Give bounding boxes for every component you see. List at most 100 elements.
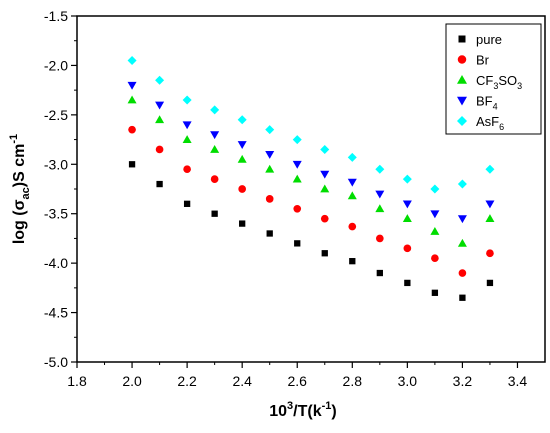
data-point-pure — [486, 279, 494, 287]
data-point-asf — [292, 135, 302, 145]
data-point-asf — [182, 95, 192, 105]
legend-label-br: Br — [476, 53, 490, 68]
data-point-pure — [266, 230, 273, 237]
data-point-br — [265, 195, 274, 203]
data-point-bf — [292, 160, 302, 169]
data-point-pure — [349, 258, 356, 265]
data-point-cf — [375, 204, 385, 213]
data-point-br — [293, 204, 302, 213]
data-point-pure — [294, 240, 301, 247]
data-point-bf — [265, 151, 275, 159]
data-point-pure — [156, 180, 163, 188]
data-point-asf — [485, 164, 495, 174]
y-tick-label: -4.5 — [44, 305, 68, 321]
data-point-pure — [376, 269, 383, 277]
data-point-bf — [347, 178, 357, 187]
axis-titles: 103/T(k-1) log (σac)S cm-1 — [8, 134, 337, 420]
data-point-cf — [182, 135, 192, 143]
data-point-pure — [459, 294, 466, 301]
data-point-br — [458, 269, 467, 277]
x-tick-label: 2.0 — [122, 373, 142, 389]
data-point-pure — [321, 250, 328, 257]
data-point-cf — [430, 227, 440, 235]
legend-label-pure: pure — [476, 32, 502, 47]
y-tick-label: -2.0 — [44, 57, 68, 73]
data-point-asf — [402, 174, 412, 184]
data-point-asf — [457, 179, 467, 189]
data-point-pure — [128, 161, 136, 168]
y-tick-label: -3.5 — [44, 206, 68, 222]
data-point-asf — [155, 75, 165, 85]
x-tick-label: 2.2 — [177, 373, 197, 389]
data-point-bf — [210, 131, 220, 140]
legend-label-asf: AsF6 — [476, 114, 504, 132]
legend-marker-asf — [457, 116, 467, 126]
y-axis-title: log (σac)S cm-1 — [8, 134, 32, 244]
x-tick-label: 2.8 — [343, 373, 363, 389]
legend-marker-cf — [457, 75, 467, 84]
data-point-cf — [292, 174, 302, 183]
data-point-bf — [457, 215, 467, 224]
data-point-pure — [211, 210, 218, 217]
data-point-cf — [485, 214, 495, 223]
data-point-cf — [320, 184, 330, 193]
data-points — [127, 55, 495, 301]
data-point-bf — [182, 121, 192, 130]
x-tick-label: 3.0 — [398, 373, 418, 389]
data-point-asf — [347, 152, 357, 162]
data-point-bf — [155, 101, 165, 110]
data-point-br — [183, 165, 191, 174]
data-point-bf — [402, 200, 412, 209]
legend-label-bf: BF4 — [476, 94, 498, 112]
data-point-cf — [265, 164, 275, 173]
data-point-br — [348, 222, 357, 231]
x-tick-label: 2.6 — [288, 373, 308, 389]
data-point-asf — [127, 55, 137, 65]
data-point-bf — [430, 210, 440, 219]
x-tick-label: 3.4 — [508, 373, 528, 389]
y-tick-label: -1.5 — [44, 8, 68, 24]
data-point-pure — [183, 200, 191, 207]
data-point-br — [210, 175, 219, 183]
data-point-cf — [347, 191, 357, 200]
data-point-cf — [155, 115, 165, 124]
legend-label-cf: CF3SO3 — [476, 73, 522, 91]
y-tick-label: -2.5 — [44, 107, 68, 123]
data-point-br — [431, 254, 439, 263]
data-point-bf — [320, 170, 330, 179]
data-point-pure — [431, 289, 439, 296]
y-tick-label: -4.0 — [44, 255, 68, 271]
data-point-asf — [320, 144, 330, 154]
legend-marker-bf — [457, 96, 467, 106]
data-point-cf — [402, 214, 412, 223]
data-point-br — [375, 234, 384, 243]
y-axis-title-group: log (σac)S cm-1 — [8, 134, 32, 244]
data-point-br — [320, 214, 329, 223]
data-point-bf — [237, 141, 247, 150]
x-axis-title: 103/T(k-1) — [269, 400, 336, 420]
data-point-asf — [265, 125, 275, 135]
data-point-asf — [430, 184, 440, 194]
data-point-pure — [239, 220, 246, 227]
x-tick-label: 2.4 — [232, 373, 252, 389]
data-point-bf — [485, 200, 495, 209]
data-point-bf — [375, 190, 385, 199]
data-point-asf — [237, 115, 247, 125]
data-point-pure — [404, 279, 411, 287]
data-point-br — [403, 244, 412, 253]
data-point-cf — [127, 95, 137, 104]
data-point-br — [155, 145, 164, 154]
y-tick-label: -5.0 — [44, 354, 68, 370]
data-point-bf — [127, 81, 137, 90]
data-point-asf — [375, 164, 385, 174]
data-point-br — [128, 125, 136, 134]
y-tick-label: -3.0 — [44, 156, 68, 172]
data-point-cf — [237, 154, 247, 163]
legend-marker-pure — [458, 35, 466, 43]
x-tick-label: 3.2 — [453, 373, 473, 389]
data-point-br — [238, 185, 247, 193]
data-point-br — [486, 249, 494, 258]
axes: 1.8 2.0 2.2 2.4 2.6 2.8 3.0 3.2 3.4 -5.0 -4.5 -4.0 -… — [44, 8, 528, 389]
data-point-cf — [210, 144, 220, 153]
